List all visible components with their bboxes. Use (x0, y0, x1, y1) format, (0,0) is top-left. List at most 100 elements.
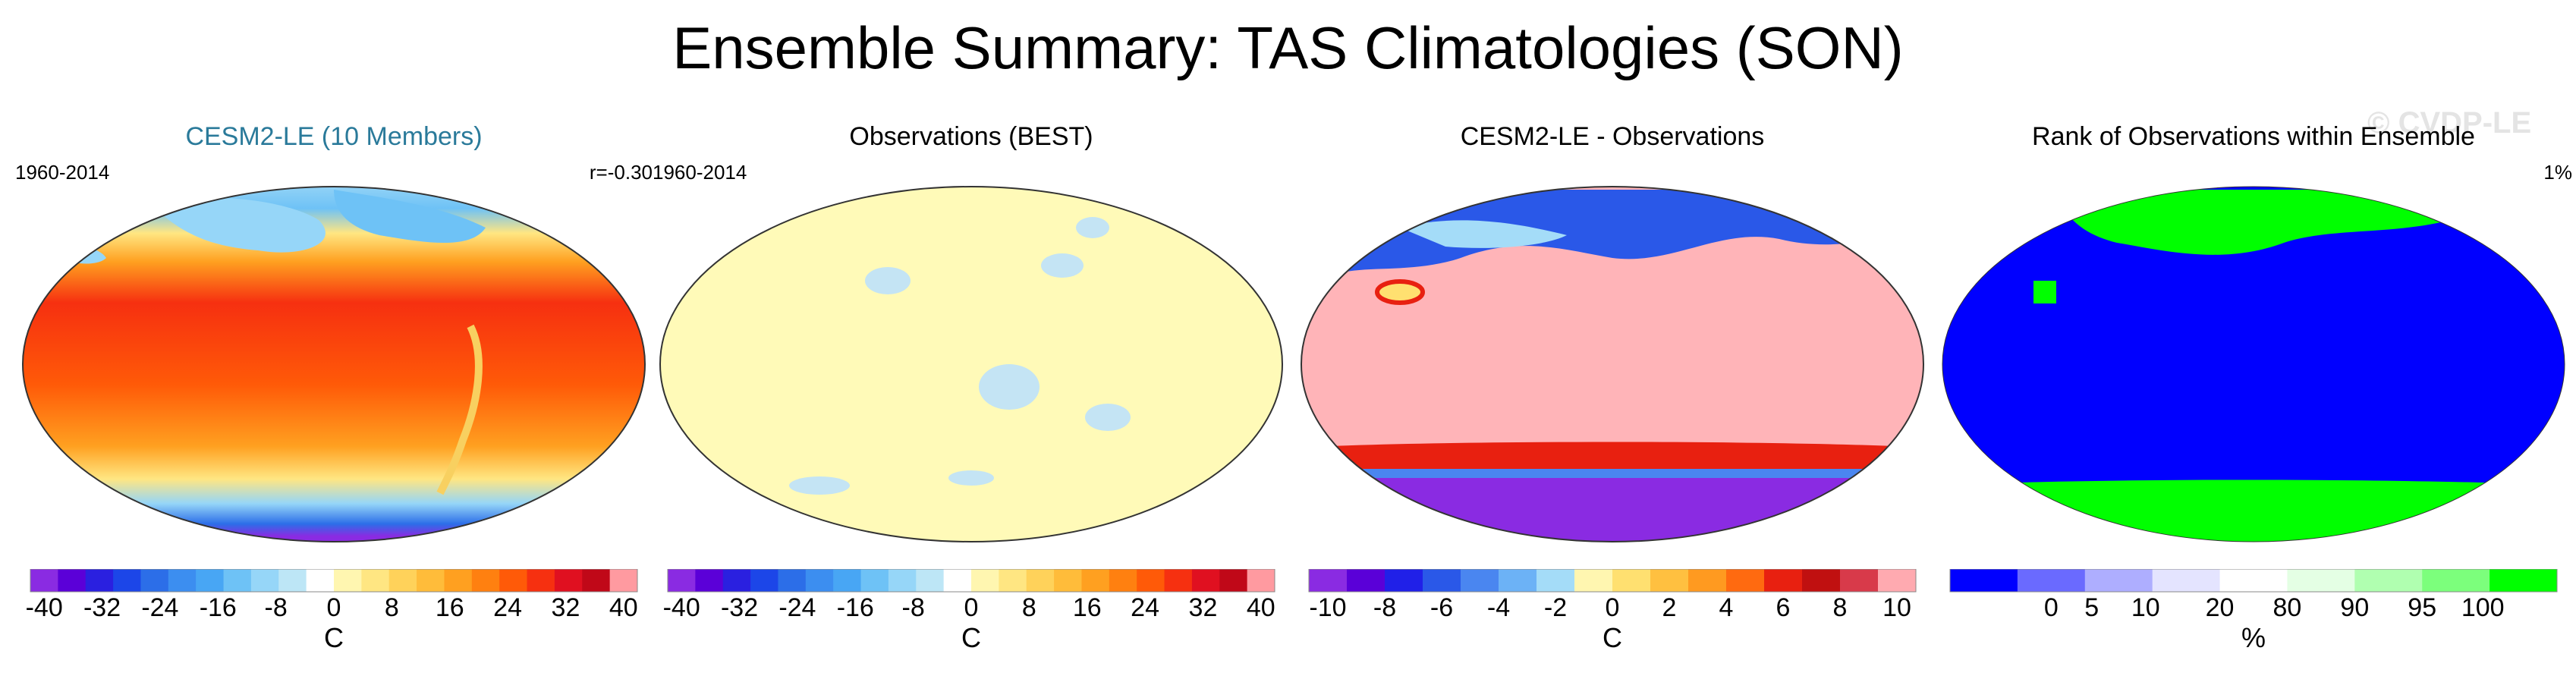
colorbar-tick-label: 90 (2340, 593, 2369, 622)
map-rank (1942, 186, 2565, 542)
colorbar-bin (860, 569, 889, 592)
colorbar-frame (667, 569, 1275, 593)
colorbar-bin (1574, 569, 1613, 592)
colorbar-tick-label: 10 (1882, 593, 1911, 622)
percent-label: 1% (2543, 161, 2572, 184)
colorbar-tick-label: 95 (2408, 593, 2436, 622)
colorbar-tick-label: 16 (436, 593, 464, 622)
colorbar-bin (668, 569, 696, 592)
colorbar-tick-label: 2 (1662, 593, 1677, 622)
colorbar-bin (1191, 569, 1220, 592)
colorbar-tick-label: -10 (1309, 593, 1346, 622)
colorbar-bin (1499, 569, 1537, 592)
panel-observations: Observations (BEST) 1960-2014 -40 -32 -24-… (653, 121, 1290, 653)
colorbar-tick-label: -24 (141, 593, 178, 622)
panel-difference: CESM2-LE - Observations -10 -8 -6 -4 -2 0 2 4 6 8… (1294, 121, 1931, 653)
colorbar-bin (2287, 569, 2355, 592)
colorbar-bin (334, 569, 362, 592)
correlation-label: r=-0.30 (589, 161, 653, 184)
colorbar-bin (113, 569, 141, 592)
colorbar-tick-label: 24 (1131, 593, 1159, 622)
panel-title: CESM2-LE - Observations (1460, 122, 1765, 151)
colorbar-tick-label: 40 (1247, 593, 1275, 622)
colorbar-bin (695, 569, 724, 592)
colorbar-bin (1219, 569, 1248, 592)
colorbar: -10 -8 -6 -4 -2 0 2 4 6 8 10 (1308, 569, 1917, 622)
colorbar-tick-label: -4 (1487, 593, 1510, 622)
colorbar-bin (471, 569, 500, 592)
colorbar-tick-label: -8 (265, 593, 288, 622)
colorbar-tick-label: -8 (902, 593, 925, 622)
colorbar-tick-label: 4 (1719, 593, 1734, 622)
panel-rank: Rank of Observations within Ensemble 1% … (1935, 121, 2572, 653)
colorbar-bin (1309, 569, 1348, 592)
colorbar-bin (805, 569, 834, 592)
map-model-climatology (22, 186, 646, 542)
units-label: C (1603, 622, 1622, 653)
colorbar-tick-label: 8 (385, 593, 399, 622)
colorbar-tick-label: 5 (2084, 593, 2099, 622)
colorbar-bin (1536, 569, 1575, 592)
colorbar-bin (168, 569, 197, 592)
colorbar-tick-label: 0 (964, 593, 979, 622)
colorbar-tick-label: -40 (663, 593, 700, 622)
colorbar-bin (388, 569, 417, 592)
colorbar-bin (1612, 569, 1651, 592)
colorbar-tick-label: 16 (1073, 593, 1102, 622)
colorbar-tick-label: 32 (552, 593, 580, 622)
colorbar-tick-label: 0 (2044, 593, 2059, 622)
colorbar-tick-label: -6 (1430, 593, 1453, 622)
colorbar-bin (582, 569, 611, 592)
colorbar-bin (85, 569, 114, 592)
colorbar-tick-label: 0 (327, 593, 341, 622)
colorbar-tick-label: 6 (1776, 593, 1791, 622)
colorbar-bin (1081, 569, 1110, 592)
colorbar-bin (1764, 569, 1803, 592)
units-label: % (2241, 622, 2266, 653)
colorbar-tick-label: 24 (493, 593, 522, 622)
map-observations (659, 186, 1283, 542)
colorbar-bin (833, 569, 862, 592)
colorbar-bin (2354, 569, 2423, 592)
colorbar-bin (444, 569, 473, 592)
colorbar-bin (2490, 569, 2558, 592)
panel-title: Rank of Observations within Ensemble (2032, 122, 2475, 151)
colorbar-bin (1878, 569, 1917, 592)
colorbar-bin (1650, 569, 1689, 592)
colorbar: -40 -32 -24 -16 -8 0 8 16 24 32 40 (663, 569, 1275, 622)
colorbar-bin (1137, 569, 1165, 592)
colorbar-tick-label: 0 (1606, 593, 1620, 622)
colorbar-bin (1802, 569, 1841, 592)
colorbar-frame (1308, 569, 1917, 593)
colorbar-bin (361, 569, 390, 592)
colorbar-tick-label: -2 (1544, 593, 1567, 622)
map-difference (1301, 186, 1924, 542)
colorbar-bin (2084, 569, 2153, 592)
colorbar-bin (140, 569, 169, 592)
colorbar-bin (223, 569, 252, 592)
colorbar-tick-label: -16 (837, 593, 874, 622)
colorbar-bin (750, 569, 778, 592)
panel-model-climatology: CESM2-LE (10 Members) 1960-2014 r=-0.30 (15, 121, 653, 653)
watermark: © CVDP-LE (2367, 106, 2532, 140)
colorbar-tick-label: -16 (200, 593, 237, 622)
colorbar-bin (1247, 569, 1275, 592)
colorbar-bin (609, 569, 638, 592)
colorbar-bin (554, 569, 583, 592)
colorbar-bin (1840, 569, 1879, 592)
colorbar-bin (2219, 569, 2288, 592)
colorbar: -40 -32 -24 -16 -8 0 8 16 24 32 40 (26, 569, 638, 622)
colorbar-bin (1109, 569, 1137, 592)
colorbar-bin (196, 569, 225, 592)
colorbar-bin (1950, 569, 2018, 592)
colorbar-bin (1026, 569, 1055, 592)
colorbar-bin (278, 569, 307, 592)
colorbar-tick-label: 40 (609, 593, 638, 622)
colorbar-bin (1054, 569, 1082, 592)
colorbar-tick-label: 8 (1833, 593, 1848, 622)
colorbar-tick-label: 80 (2273, 593, 2302, 622)
colorbar-bin (888, 569, 917, 592)
colorbar-bin (527, 569, 555, 592)
colorbar-bin (58, 569, 86, 592)
colorbar-bin (1423, 569, 1461, 592)
